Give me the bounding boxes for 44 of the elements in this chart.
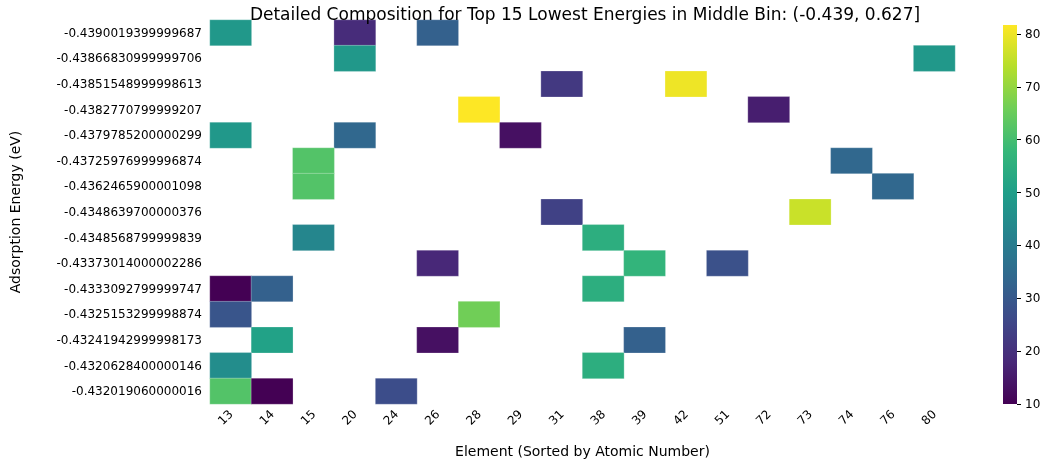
x-tick-label: 72 — [753, 407, 774, 428]
x-tick-label: 39 — [628, 407, 650, 428]
x-tick-label: 31 — [546, 407, 567, 428]
y-tick-label: -0.43866830999999706 — [56, 51, 202, 66]
color-bar-label: 30 — [1025, 291, 1041, 306]
x-tick-label: 38 — [587, 407, 609, 428]
x-tick-label: 13 — [214, 407, 236, 428]
x-tick-label: 28 — [463, 407, 484, 428]
x-tick-label: 15 — [297, 407, 319, 428]
color-bar-label: 70 — [1025, 79, 1041, 94]
y-tick-label: -0.4333092799999747 — [64, 281, 202, 296]
x-tick-label: 24 — [380, 407, 402, 428]
y-axis-title: Adsorption Energy (eV) — [7, 130, 23, 294]
chart-title: Detailed Composition for Top 15 Lowest Energies in Middle Bin: (-0.439, 0.627] — [249, 3, 921, 24]
y-tick-label: -0.4320628400000146 — [64, 358, 202, 373]
y-tick-label: -0.4362465900001098 — [64, 179, 202, 194]
x-tick-label: 51 — [711, 407, 733, 428]
y-tick-label: -0.4379785200000299 — [64, 128, 202, 143]
x-tick-label: 20 — [339, 407, 360, 428]
x-tick-label: 74 — [835, 407, 857, 428]
x-tick-label: 14 — [256, 407, 278, 428]
color-bar-label: 80 — [1025, 26, 1041, 41]
y-tick-label: -0.4382770799999207 — [64, 102, 202, 117]
y-tick-label: -0.4325153299998874 — [64, 307, 202, 322]
y-tick-label: -0.4348568799999839 — [64, 230, 202, 245]
y-tick-label: -0.43373014000002286 — [56, 256, 202, 271]
y-tick-label: -0.43851548999998613 — [56, 77, 202, 91]
x-tick-label: 76 — [877, 407, 898, 428]
x-tick-label: 26 — [421, 407, 443, 428]
y-tick-label: -0.4348639700000376 — [64, 205, 202, 219]
x-tick-label: 42 — [670, 407, 691, 428]
x-tick-label: 73 — [794, 407, 816, 428]
y-tick-label: -0.432019060000016 — [71, 384, 202, 399]
x-tick-label: 29 — [504, 407, 526, 428]
x-tick-label: 80 — [918, 407, 940, 428]
x-axis-title: Element (Sorted by Atomic Number) — [455, 443, 710, 459]
color-bar-label: 20 — [1025, 344, 1041, 359]
y-tick-label: -0.43241942999998173 — [56, 333, 202, 347]
color-bar-label: 10 — [1025, 397, 1041, 411]
color-bar-label: 40 — [1025, 238, 1041, 253]
y-tick-label: -0.4390019399999687 — [64, 25, 202, 40]
color-bar-label: 60 — [1025, 132, 1041, 147]
color-bar-label: 50 — [1025, 185, 1041, 200]
y-tick-label: -0.43725976999996874 — [56, 153, 202, 168]
